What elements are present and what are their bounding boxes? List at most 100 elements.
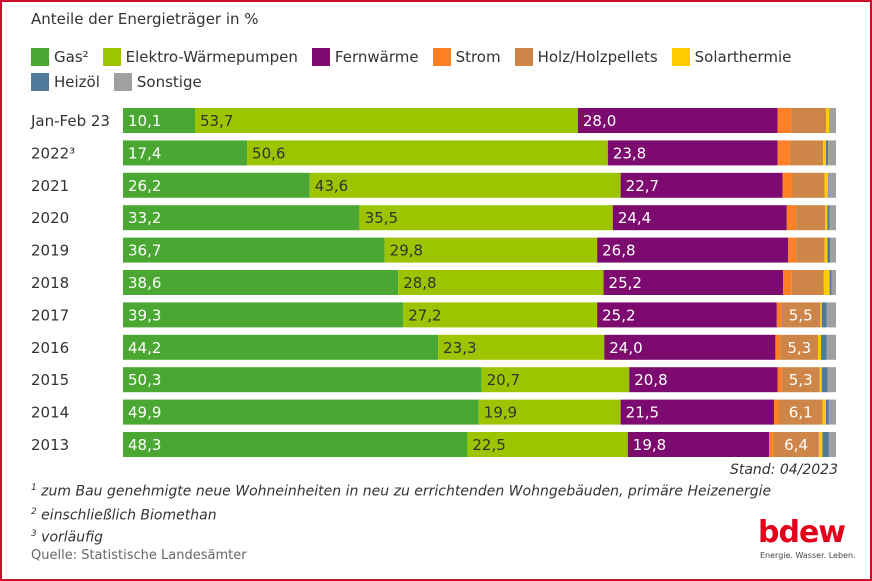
legend-item: Heizöl xyxy=(31,70,100,94)
footnote-1: 1 zum Bau genehmigte neue Wohneinheiten … xyxy=(31,483,771,500)
bar-segment xyxy=(821,334,827,360)
legend-swatch xyxy=(31,73,49,91)
data-label: 21,5 xyxy=(626,404,659,422)
bar-segment xyxy=(826,334,836,360)
bar-segment xyxy=(792,172,825,198)
chart-title: Anteile der Energieträger in % xyxy=(31,10,259,28)
legend-item: Fernwärme xyxy=(311,45,419,69)
bar-segment xyxy=(823,140,827,166)
bar-segment xyxy=(830,237,836,263)
category-label: 2014 xyxy=(31,404,69,422)
footnote-mark: 2 xyxy=(31,507,37,517)
bar-segment xyxy=(123,367,482,393)
data-label: 36,7 xyxy=(128,242,161,260)
data-label: 33,2 xyxy=(128,209,161,227)
legend: Gas² Elektro-Wärmepumpen Fernwärme Strom Hol… xyxy=(31,45,831,95)
bar-segment xyxy=(123,302,404,328)
legend-label: Fernwärme xyxy=(334,48,419,66)
category-label: 2019 xyxy=(31,242,69,260)
bar-segment xyxy=(826,108,830,133)
bar-segment xyxy=(826,140,829,166)
bar-segment xyxy=(824,237,828,263)
bar-segment xyxy=(831,270,836,295)
data-label: 28,0 xyxy=(583,112,616,130)
data-label: 23,8 xyxy=(613,144,646,162)
data-label: 22,5 xyxy=(472,436,505,454)
data-label: 23,3 xyxy=(443,339,476,357)
bar-segment xyxy=(777,108,792,133)
bar-segment xyxy=(796,237,825,263)
bar-segment xyxy=(781,367,820,393)
bar-segment xyxy=(398,270,604,295)
bar-segment xyxy=(384,237,598,263)
bar-segment xyxy=(620,172,783,198)
data-label: 35,5 xyxy=(365,209,398,227)
legend-item: Sonstige xyxy=(113,70,202,94)
legend-label: Elektro-Wärmepumpen xyxy=(125,48,298,66)
footnote-3: 3 vorläufig xyxy=(31,529,103,546)
bar-segment xyxy=(825,205,828,231)
category-label: 2016 xyxy=(31,339,69,357)
data-label: 27,2 xyxy=(408,306,441,324)
data-label: 25,2 xyxy=(602,306,635,324)
legend-label: Holz/Holzpellets xyxy=(537,48,658,66)
bar-segment xyxy=(577,108,778,133)
data-label: 17,4 xyxy=(128,144,161,162)
bar-segment xyxy=(822,399,827,425)
data-label: 49,9 xyxy=(128,404,161,422)
bar-segment xyxy=(823,270,830,295)
bar-segment xyxy=(481,367,630,393)
bar-segment xyxy=(438,334,605,360)
data-label: 5,3 xyxy=(787,339,811,357)
bar-segment xyxy=(819,367,822,393)
category-label: 2018 xyxy=(31,274,69,292)
bar-segment xyxy=(597,302,777,328)
bar-segment xyxy=(822,432,829,457)
bar-segment xyxy=(478,399,621,425)
data-label: 26,2 xyxy=(128,177,161,195)
data-label: 24,4 xyxy=(618,209,651,227)
stand-date: Stand: 04/2023 xyxy=(729,462,838,478)
data-label: 43,6 xyxy=(315,177,348,195)
data-label: 50,3 xyxy=(128,371,161,389)
bar-segment xyxy=(607,140,778,166)
bar-segment xyxy=(827,367,836,393)
bdew-logo: bdew xyxy=(758,515,846,550)
category-label: 2021 xyxy=(31,177,69,195)
bar-segment xyxy=(824,172,829,198)
category-label: 2015 xyxy=(31,371,69,389)
data-label: 5,3 xyxy=(789,371,813,389)
legend-swatch xyxy=(671,48,690,66)
data-label: 20,8 xyxy=(634,371,667,389)
legend-label: Sonstige xyxy=(136,73,202,91)
bar-segment xyxy=(827,205,830,231)
bar-segment xyxy=(827,237,831,263)
bar-segment xyxy=(597,237,789,263)
bar-segment xyxy=(123,108,196,133)
legend-swatch xyxy=(311,48,330,66)
legend-label: Solarthermie xyxy=(694,48,792,66)
bar-segment xyxy=(768,432,774,457)
bar-segment xyxy=(818,334,822,360)
bar-segment xyxy=(788,237,797,263)
data-label: 19,9 xyxy=(484,404,517,422)
bar-segment xyxy=(828,172,829,198)
bar-segment xyxy=(775,334,781,360)
data-label: 20,7 xyxy=(487,371,520,389)
bar-segment xyxy=(828,432,836,457)
bar-segment xyxy=(796,205,826,231)
bar-segment xyxy=(826,302,836,328)
footnote-mark: 1 xyxy=(31,483,37,493)
data-label: 29,8 xyxy=(390,242,423,260)
bar-segment xyxy=(195,108,578,133)
bar-segment xyxy=(828,172,836,198)
bar-segment xyxy=(830,108,836,133)
category-label: 2017 xyxy=(31,306,69,324)
bar-segment xyxy=(403,302,598,328)
bar-segment xyxy=(612,205,787,231)
bar-segment xyxy=(778,399,823,425)
footnote-text: zum Bau genehmigte neue Wohneinheiten in… xyxy=(36,483,772,500)
bar-segment xyxy=(789,140,824,166)
